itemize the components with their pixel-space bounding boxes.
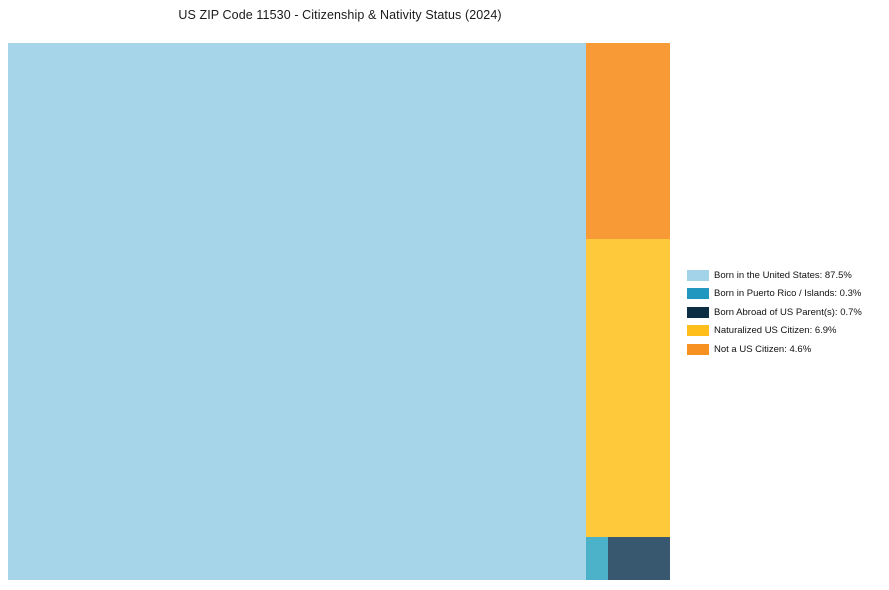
- treemap-tile[interactable]: [586, 43, 670, 239]
- treemap-plot-area: [8, 43, 670, 580]
- legend-swatch-icon: [687, 269, 709, 281]
- chart-legend: Born in the United States: 87.5% Born in …: [687, 266, 883, 359]
- legend-item[interactable]: Born in Puerto Rico / Islands: 0.3%: [687, 285, 883, 304]
- legend-item[interactable]: Not a US Citizen: 4.6%: [687, 340, 883, 359]
- legend-swatch-icon: [687, 325, 709, 337]
- treemap-tile[interactable]: [586, 537, 608, 580]
- treemap-tile[interactable]: [608, 537, 670, 580]
- legend-item-label: Born in the United States: 87.5%: [714, 269, 852, 281]
- treemap-tile[interactable]: [8, 43, 586, 580]
- legend-swatch-icon: [687, 288, 709, 300]
- legend-swatch-icon: [687, 306, 709, 318]
- treemap-tile[interactable]: [586, 239, 670, 537]
- legend-item[interactable]: Naturalized US Citizen: 6.9%: [687, 322, 883, 341]
- legend-item-label: Not a US Citizen: 4.6%: [714, 343, 812, 355]
- legend-item-label: Born Abroad of US Parent(s): 0.7%: [714, 306, 862, 318]
- legend-swatch-icon: [687, 343, 709, 355]
- chart-title: US ZIP Code 11530 - Citizenship & Nativi…: [178, 8, 502, 22]
- legend-item-label: Naturalized US Citizen: 6.9%: [714, 325, 837, 337]
- legend-item-label: Born in Puerto Rico / Islands: 0.3%: [714, 288, 862, 300]
- legend-item[interactable]: Born Abroad of US Parent(s): 0.7%: [687, 303, 883, 322]
- legend-item[interactable]: Born in the United States: 87.5%: [687, 266, 883, 285]
